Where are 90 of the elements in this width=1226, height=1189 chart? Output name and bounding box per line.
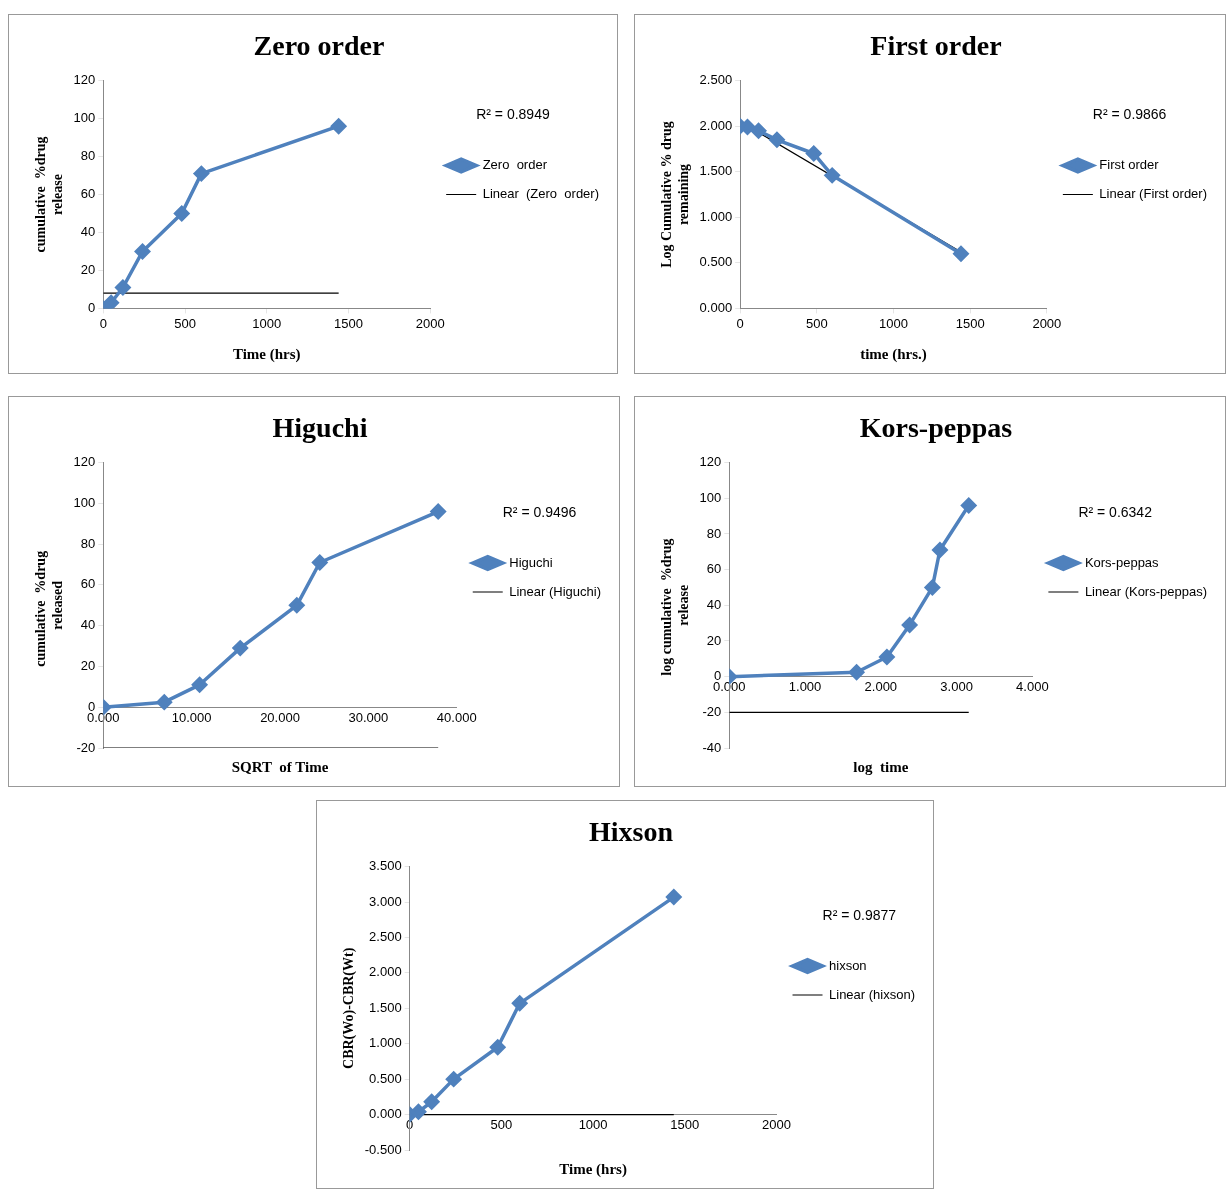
y-tick-label: 40	[80, 617, 96, 633]
y-tick-label: 1.500	[369, 999, 402, 1015]
legend-label: Linear (hixson)	[829, 986, 916, 1002]
y-tick-label: 80	[706, 525, 722, 541]
y-tick-label: 2.000	[699, 117, 733, 133]
legend-label: Linear (First order)	[1099, 186, 1207, 202]
x-tick-label: 2.000	[864, 679, 898, 695]
x-axis-title: SQRT of Time	[231, 759, 329, 775]
y-tick-label: 80	[80, 535, 96, 551]
x-tick-label: 1500	[670, 1116, 700, 1132]
y-tick-label: 100	[73, 110, 96, 126]
y-tick-label: 1.000	[369, 1035, 402, 1051]
text: R² = 0.9496	[502, 503, 577, 520]
y-tick-label: -0.500	[364, 1141, 402, 1157]
x-tick-label: 2000	[762, 1116, 791, 1132]
chart-title: Hixson	[588, 816, 674, 848]
chart-title: Higuchi	[272, 412, 368, 444]
y-tick-label: 20	[80, 658, 96, 674]
legend-label: Higuchi	[509, 554, 553, 570]
x-tick-label: 10.000	[171, 709, 212, 725]
x-tick-label: 500	[805, 315, 828, 331]
x-tick-label: 0	[99, 315, 107, 331]
y-tick-label: 2.500	[699, 72, 733, 88]
legend-label: Zero order	[482, 157, 548, 173]
y-tick-label: 0.000	[369, 1106, 402, 1122]
chart-title: Zero order	[253, 30, 385, 62]
x-tick-label: 3.000	[940, 679, 973, 695]
y-tick-label: 80	[80, 148, 96, 164]
y-tick-label: -40	[702, 739, 722, 755]
text: R² = 0.9877	[822, 906, 897, 923]
x-tick-label: 1.000	[788, 679, 822, 695]
y-tick-label: 0	[88, 698, 96, 714]
y-axis-title: CBR(Wo)-CBR(Wt)	[341, 947, 358, 1069]
y-tick-label: 1.000	[699, 208, 733, 224]
legend-label: Linear (Kors-peppas)	[1084, 583, 1208, 599]
legend-label: Kors-peppas	[1084, 554, 1160, 570]
x-tick-label: 1000	[252, 315, 282, 331]
y-axis-title: Log Cumulative % drug remaining	[659, 121, 691, 268]
y-tick-label: 2.000	[369, 964, 402, 980]
y-tick-label: 120	[73, 454, 96, 470]
y-tick-label: 100	[699, 489, 722, 505]
y-tick-label: 60	[80, 186, 96, 202]
chart-title: First order	[870, 30, 1002, 62]
legend-label: First order	[1099, 157, 1160, 173]
x-tick-label: 1000	[879, 315, 908, 331]
y-tick-label: 120	[73, 72, 96, 88]
x-axis-title: Time (hrs)	[559, 1161, 627, 1178]
text: R² = 0.6342	[1078, 503, 1153, 520]
x-tick-label: 30.000	[348, 709, 389, 725]
legend-label: hixson	[829, 957, 867, 973]
y-tick-label: 2.500	[369, 929, 402, 945]
y-tick-label: 3.000	[369, 893, 402, 909]
legend-label: Linear (Higuchi)	[509, 583, 601, 599]
legend-label: Linear (Zero order)	[482, 186, 600, 202]
text: R² = 0.9866	[1092, 106, 1167, 122]
x-axis-title: log time	[853, 759, 909, 775]
y-tick-label: 0	[88, 299, 96, 315]
y-tick-label: -20	[702, 703, 722, 719]
x-tick-label: 500	[174, 315, 196, 331]
y-tick-label: 120	[699, 454, 722, 470]
x-tick-label: 4.000	[1016, 679, 1049, 695]
y-tick-label: 0.500	[369, 1070, 402, 1086]
x-tick-label: 2000	[415, 315, 445, 331]
y-tick-label: 3.500	[369, 858, 402, 874]
x-tick-label: 1500	[955, 315, 985, 331]
y-tick-label: 40	[80, 224, 96, 240]
x-tick-label: 40.000	[436, 709, 477, 725]
x-tick-label: 1500	[334, 315, 363, 331]
y-tick-label: 100	[73, 494, 96, 510]
text: R² = 0.8949	[476, 106, 550, 122]
y-axis-title: cumulative %drug released	[33, 543, 65, 667]
y-tick-label: 60	[80, 576, 96, 592]
x-tick-label: 20.000	[260, 709, 300, 725]
y-tick-label: 60	[706, 561, 722, 577]
y-axis-title: log cumulative %drug release	[659, 534, 691, 676]
x-tick-label: 2000	[1032, 315, 1062, 331]
y-tick-label: 40	[706, 596, 722, 612]
x-axis-title: time (hrs.)	[860, 346, 927, 363]
x-tick-label: 0	[736, 315, 744, 331]
x-axis-title: Time (hrs)	[232, 346, 301, 363]
chart-title: Kors-peppas	[859, 412, 1013, 444]
y-tick-label: 0.000	[699, 299, 733, 315]
y-tick-label: 0.500	[699, 254, 733, 270]
x-tick-label: 500	[490, 1116, 513, 1132]
y-axis-title: cumulative %drug release	[33, 136, 65, 253]
y-tick-label: 20	[80, 262, 96, 278]
y-tick-label: -20	[76, 739, 96, 755]
y-tick-label: 20	[706, 632, 722, 648]
y-tick-label: 1.500	[699, 163, 733, 179]
x-tick-label: 1000	[578, 1116, 608, 1132]
